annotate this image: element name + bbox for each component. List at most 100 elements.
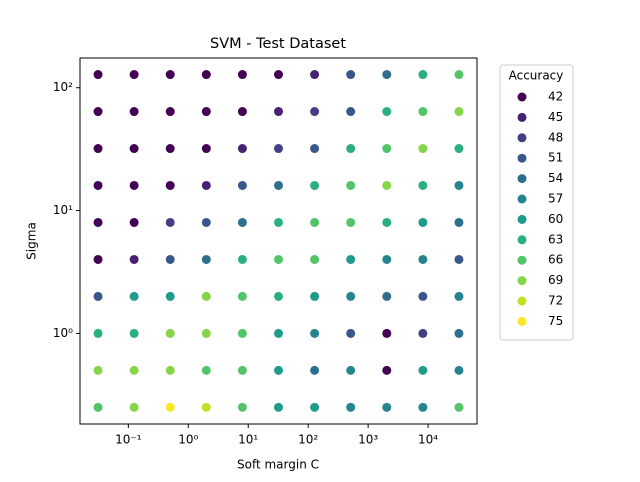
point (382, 180, 392, 190)
point (201, 365, 211, 375)
point (382, 291, 392, 301)
chart-title: SVM - Test Dataset (210, 36, 346, 52)
point (274, 107, 283, 117)
point (346, 144, 356, 154)
point (274, 144, 283, 154)
y-tick-label: 10¹ (53, 203, 73, 217)
point (165, 291, 175, 301)
point (201, 291, 211, 301)
point (382, 402, 392, 412)
legend-label: 60 (548, 212, 563, 226)
point (129, 217, 139, 227)
legend-marker (517, 214, 527, 224)
point (237, 254, 247, 264)
point (418, 180, 428, 190)
point (454, 180, 464, 190)
legend-marker (517, 235, 527, 245)
point (418, 291, 428, 301)
point (165, 144, 175, 154)
legend-label: 69 (548, 273, 563, 287)
point (418, 144, 428, 154)
point (129, 254, 139, 264)
x-tick-label: 10² (298, 433, 318, 447)
point (274, 180, 283, 190)
point (346, 217, 356, 227)
point (201, 144, 211, 154)
legend-label: 66 (548, 253, 563, 267)
legend-label: 45 (548, 110, 563, 124)
point (382, 70, 392, 80)
point (165, 402, 175, 412)
legend-marker (517, 296, 527, 306)
point (274, 70, 283, 80)
point (165, 254, 175, 264)
legend-label: 57 (548, 192, 563, 206)
point (454, 365, 464, 375)
point (165, 365, 175, 375)
point (129, 402, 139, 412)
point (310, 254, 320, 264)
point (454, 328, 464, 338)
point (310, 180, 320, 190)
point (165, 217, 175, 227)
point (382, 365, 392, 375)
point (310, 328, 320, 338)
point (201, 254, 211, 264)
legend-label: 42 (548, 90, 563, 104)
point (129, 144, 139, 154)
x-axis-label: Soft margin C (237, 458, 319, 472)
legend-title: Accuracy (509, 69, 564, 83)
x-tick-label: 10³ (358, 433, 378, 447)
point (454, 144, 464, 154)
point (346, 291, 356, 301)
point (201, 180, 211, 190)
legend-marker (517, 153, 527, 163)
point (201, 328, 211, 338)
point (93, 70, 103, 80)
point (346, 180, 356, 190)
point (93, 402, 103, 412)
legend-label: 72 (548, 294, 563, 308)
point (237, 402, 247, 412)
point (129, 365, 139, 375)
point (165, 328, 175, 338)
point (310, 291, 320, 301)
point (93, 291, 103, 301)
point (165, 70, 175, 80)
point (310, 107, 320, 117)
legend-marker (517, 133, 527, 143)
point (237, 144, 247, 154)
point (418, 70, 428, 80)
point (310, 70, 320, 80)
point (93, 328, 103, 338)
legend-marker (517, 92, 527, 102)
point (454, 217, 464, 227)
point (274, 291, 283, 301)
legend-label: 63 (548, 232, 563, 246)
legend-marker (517, 174, 527, 184)
point (237, 180, 247, 190)
point (129, 70, 139, 80)
point (346, 107, 356, 117)
point (454, 254, 464, 264)
point (454, 291, 464, 301)
point (418, 217, 428, 227)
point (346, 402, 356, 412)
point (93, 144, 103, 154)
y-tick-label: 10² (53, 80, 73, 94)
point (237, 107, 247, 117)
point (418, 328, 428, 338)
point (165, 107, 175, 117)
point (93, 180, 103, 190)
point (454, 70, 464, 80)
point (454, 107, 464, 117)
x-tick-label: 10⁴ (418, 433, 438, 447)
legend-label: 51 (548, 151, 563, 165)
point (346, 365, 356, 375)
point (237, 70, 247, 80)
point (165, 180, 175, 190)
point (274, 217, 283, 227)
point (418, 402, 428, 412)
point (201, 402, 211, 412)
